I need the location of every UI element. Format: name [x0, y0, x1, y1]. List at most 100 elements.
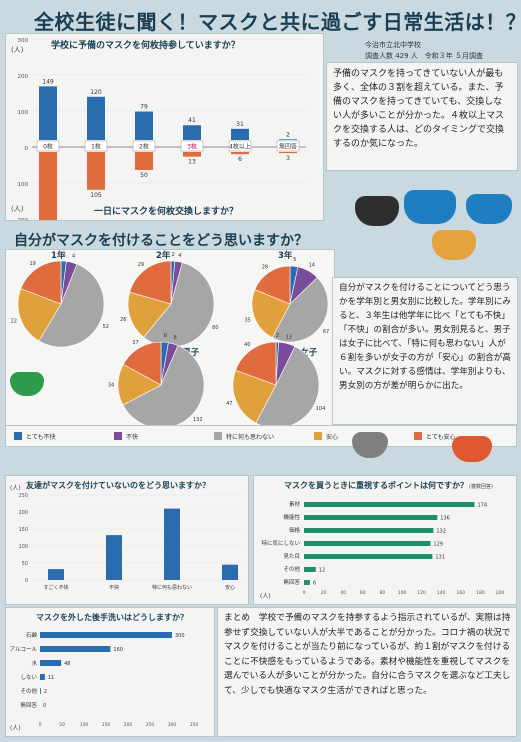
pie-section-title: 自分がマスクを付けることをどう思いますか？ — [14, 233, 308, 249]
change-tick-label: 100 — [18, 182, 29, 188]
buying-tick-label: 100 — [398, 590, 407, 596]
category-label: 3枚 — [187, 143, 197, 151]
buying-chart-unit: (人) — [260, 593, 271, 600]
handwash-bar — [40, 688, 41, 694]
school-name: 今治市立北中学校 — [365, 41, 421, 49]
friends-tick-label: 200 — [18, 510, 28, 516]
buying-value-label: 174 — [478, 503, 488, 509]
legend-label: とても不快 — [26, 433, 56, 441]
pie-value-label: 104 — [316, 406, 326, 412]
spare-chart-title: 学校に予備のマスクを何枚持参していますか？ — [51, 39, 240, 51]
pie-value-label: 5 — [293, 257, 296, 263]
friends-tick-label: 150 — [18, 527, 28, 533]
buying-bar — [304, 528, 434, 533]
pie-value-label: 28 — [262, 265, 268, 271]
spare-bar — [39, 86, 57, 140]
buying-value-label: 136 — [440, 516, 450, 522]
legend-label: 特に何も思わない — [226, 433, 274, 441]
buying-category-label: 無回答 — [283, 578, 300, 586]
buying-bar — [304, 554, 433, 559]
pie-value-label: 6 — [164, 333, 167, 339]
buying-category-label: その他 — [283, 565, 300, 573]
friends-category-label: 不快 — [109, 584, 119, 591]
friends-bar — [222, 564, 238, 580]
analysis-text-1: 予備のマスクを持ってきていない人が最も多く、全体の３割を超えている。また、予備の… — [333, 69, 505, 149]
change-value-label: 105 — [90, 192, 102, 199]
legend-label: 不快 — [126, 433, 138, 441]
category-label: 4枚以上 — [229, 143, 251, 151]
legend-label: とても安心 — [426, 433, 456, 441]
pie-value-label: 2 — [172, 252, 175, 258]
pie-value-label: 22 — [11, 318, 17, 324]
spare-bar — [183, 125, 201, 140]
spare-value-label: 2 — [286, 131, 290, 138]
friends-chart: 友達がマスクを付けていないのをどう思いますか？ (人) 0 50 100 150 200… — [10, 480, 242, 591]
handwash-tick-label: 0 — [39, 722, 42, 728]
spare-value-label: 41 — [188, 117, 196, 124]
handwash-category-label: しない — [20, 674, 37, 681]
spare-bar — [231, 128, 249, 140]
analysis-text-2: 自分がマスクを付けることについてどう思うかを学年別と男女別に比較した。学年別にみ… — [339, 283, 511, 391]
buying-category-label: 価格 — [289, 526, 301, 534]
pie-legend-svg: とても不快 不快 特に何も思わない 安心 とても安心 — [14, 432, 456, 441]
category-box — [276, 140, 300, 152]
survey-meta: 調査人数 429 人 令和３年 ５月調査 — [365, 52, 484, 60]
friends-chart-unit: (人) — [10, 485, 21, 492]
pie-slice — [17, 288, 62, 342]
handwash-value-label: 0 — [43, 703, 46, 709]
spare-value-label: 79 — [140, 104, 148, 111]
handwash-category-label: 水 — [31, 659, 37, 667]
change-value-label: 50 — [140, 172, 148, 179]
pie-slice — [38, 263, 105, 348]
buying-tick-label: 0 — [303, 590, 306, 596]
buying-bar — [304, 580, 310, 585]
blue-mask-illustration-2 — [466, 194, 512, 224]
friends-tick-label: 100 — [18, 544, 28, 550]
buying-bar — [304, 515, 438, 520]
buying-value-label: 6 — [313, 581, 316, 587]
pie-slice — [271, 277, 329, 343]
handwash-value-label: 2 — [44, 689, 47, 695]
buying-category-label: 素材 — [289, 500, 301, 508]
panel-text-1: 予備のマスクを持ってきていない人が最も多く、全体の３割を超えている。また、予備の… — [327, 63, 517, 170]
red-mask-illustration — [452, 436, 492, 462]
legend-swatch — [114, 432, 122, 440]
spare-mask-chart: 学校に予備のマスクを何枚持参していますか？ (人) (人) 一日にマスクを何枚交… — [11, 38, 306, 260]
change-chart-title: 一日にマスクを何枚交換しますか？ — [94, 205, 238, 217]
pie-slice — [129, 260, 172, 305]
legend-swatch — [14, 432, 22, 440]
change-bar — [231, 152, 249, 155]
buying-tick-label: 40 — [340, 590, 346, 596]
green-mask-illustration — [10, 372, 44, 396]
buying-value-label: 131 — [435, 555, 445, 561]
friends-chart-title: 友達がマスクを付けていないのをどう思いますか？ — [25, 480, 210, 490]
buying-bar — [304, 541, 431, 546]
pie-value-label: 4 — [72, 254, 75, 260]
handwash-tick-label: 200 — [124, 722, 133, 728]
pie-value-label: 40 — [244, 342, 250, 348]
spare-tick-label: 300 — [18, 38, 29, 44]
pie-value-label: 13 — [286, 335, 292, 341]
category-label: 無回答 — [279, 143, 297, 151]
handwash-bar — [40, 660, 62, 666]
pie-slice — [254, 265, 291, 305]
pie-value-label: 80 — [212, 325, 218, 331]
buying-category-label: 機能性 — [283, 513, 300, 521]
buying-tick-label: 160 — [457, 590, 466, 596]
category-box — [180, 140, 204, 152]
pie-value-label: 2 — [276, 333, 279, 339]
buying-tick-label: 60 — [360, 590, 366, 596]
handwash-value-label: 48 — [64, 661, 70, 667]
pie-value-label: 8 — [174, 335, 177, 341]
pie-value-label: 26 — [120, 317, 126, 323]
panel-spare-masks: 学校に予備のマスクを何枚持参していますか？ (人) (人) 一日にマスクを何枚交… — [6, 34, 323, 260]
handwash-tick-label: 350 — [190, 722, 199, 728]
handwash-tick-label: 300 — [168, 722, 177, 728]
pie-value-label: 67 — [323, 329, 329, 335]
change-value-label: 3 — [286, 155, 290, 162]
pie-slice — [127, 291, 172, 338]
handwash-category-label: 石鹸 — [26, 631, 38, 639]
handwash-tick-label: 150 — [102, 722, 111, 728]
change-value-label: 6 — [238, 156, 242, 163]
